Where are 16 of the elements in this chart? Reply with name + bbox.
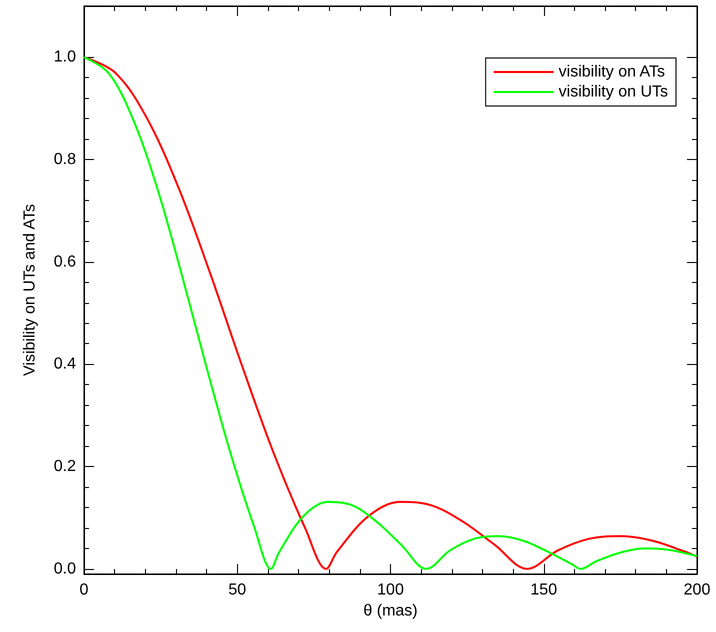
x-tick-label: 150	[530, 582, 558, 598]
x-tick-label: 0	[80, 582, 89, 598]
legend-label: visibility on ATs	[558, 64, 666, 80]
y-tick-label: 0.8	[54, 151, 76, 168]
x-tick-label: 200	[684, 582, 710, 598]
x-tick-label: 100	[377, 582, 404, 598]
y-tick-label: 1.0	[54, 48, 76, 66]
y-tick-label: 0.2	[54, 458, 76, 476]
y-tick-label: 0.0	[54, 560, 76, 578]
line-series	[83, 56, 698, 570]
legend-label: visibility on UTs	[558, 84, 668, 100]
x-tick-label: 50	[228, 582, 246, 598]
y-tick-label: 0.6	[54, 253, 76, 270]
y-tick-label: 0.4	[54, 356, 76, 373]
y-axis-title: Visibility on UTs and ATs	[22, 204, 38, 376]
x-axis-title: θ (mas)	[363, 602, 418, 620]
